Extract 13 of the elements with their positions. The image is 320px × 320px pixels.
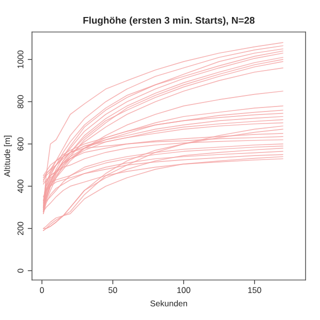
x-tick-label: 0 bbox=[40, 287, 44, 294]
y-axis-title: Altitude [m] bbox=[4, 136, 12, 177]
y-tick-label: 600 bbox=[18, 137, 24, 150]
y-tick-label: 800 bbox=[18, 95, 24, 108]
y-tick-label: 200 bbox=[18, 222, 24, 235]
x-tick-label: 100 bbox=[177, 287, 190, 294]
y-tick-label: 0 bbox=[18, 268, 24, 273]
x-tick-label: 150 bbox=[248, 287, 262, 294]
x-tick-label: 50 bbox=[108, 287, 118, 294]
x-axis-title: Sekunden bbox=[150, 300, 188, 306]
y-tick-label: 1000 bbox=[18, 50, 24, 68]
chart-title: Flughöhe (ersten 3 min. Starts), N=28 bbox=[83, 16, 255, 26]
y-tick-label: 400 bbox=[18, 180, 24, 193]
